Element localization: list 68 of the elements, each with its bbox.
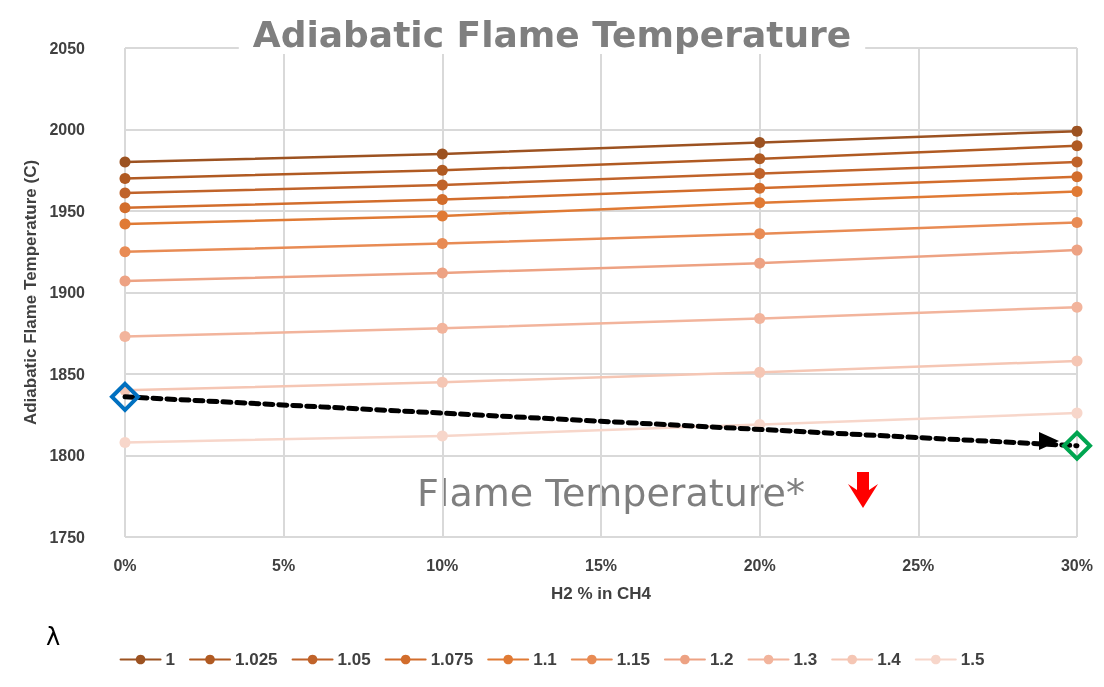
legend-label: 1.1 xyxy=(533,650,557,669)
legend-label: 1.2 xyxy=(709,650,734,669)
point xyxy=(754,137,766,149)
point xyxy=(436,194,448,206)
y-axis-title: Adiabatic Flame Temperature (C) xyxy=(20,159,40,426)
point xyxy=(436,322,448,334)
point xyxy=(754,168,766,180)
point xyxy=(1071,185,1083,197)
legend-label: 1.3 xyxy=(793,650,818,669)
chart-title: Adiabatic Flame Temperature xyxy=(252,13,852,55)
x-tick-label: 30% xyxy=(1060,556,1093,574)
point xyxy=(436,179,448,191)
point xyxy=(119,202,131,214)
point xyxy=(436,148,448,160)
point xyxy=(436,430,448,442)
x-tick-label: 15% xyxy=(584,556,618,574)
legend-label: 1.15 xyxy=(616,650,650,669)
y-tick-label: 1800 xyxy=(49,447,86,464)
legend-label: 1.075 xyxy=(430,650,474,669)
point xyxy=(754,366,766,378)
x-axis-title: H2 % in CH4 xyxy=(550,584,652,603)
legend-label: 1.025 xyxy=(235,650,278,669)
point xyxy=(1071,140,1083,152)
point xyxy=(436,238,448,250)
point xyxy=(1071,171,1083,183)
point xyxy=(119,246,131,258)
point xyxy=(1071,407,1083,419)
point xyxy=(1071,301,1083,313)
point xyxy=(1071,125,1083,137)
y-tick-label: 2050 xyxy=(49,39,86,57)
y-tick-label: 1750 xyxy=(49,528,86,546)
point xyxy=(436,267,448,279)
y-tick-label: 1900 xyxy=(49,284,86,301)
point xyxy=(754,257,766,269)
point xyxy=(119,331,131,343)
legend-label: 1.05 xyxy=(337,650,371,669)
point xyxy=(1071,244,1083,256)
legend-title: λ xyxy=(46,623,61,651)
point xyxy=(1071,355,1083,367)
point xyxy=(436,210,448,222)
y-tick-label: 2000 xyxy=(49,121,86,138)
legend-label: 1 xyxy=(165,650,176,669)
x-tick-label: 0% xyxy=(113,556,137,574)
point xyxy=(119,187,131,199)
y-tick-label: 1950 xyxy=(49,202,86,220)
x-tick-label: 10% xyxy=(426,556,459,574)
point xyxy=(754,228,766,240)
point xyxy=(110,381,140,412)
point xyxy=(1061,430,1092,461)
point xyxy=(436,376,448,388)
point xyxy=(754,153,766,165)
point xyxy=(119,275,131,287)
point xyxy=(119,172,131,184)
point xyxy=(1071,156,1083,168)
point xyxy=(754,313,766,325)
point xyxy=(436,164,448,176)
y-tick-label: 1850 xyxy=(49,365,86,383)
point xyxy=(119,436,131,448)
x-tick-label: 20% xyxy=(743,556,776,574)
point xyxy=(119,156,131,168)
x-tick-label: 5% xyxy=(272,556,296,574)
legend-label: 1.5 xyxy=(960,650,985,669)
point xyxy=(754,182,766,194)
x-tick-label: 25% xyxy=(902,556,935,574)
point xyxy=(1071,216,1083,228)
point xyxy=(119,218,131,230)
point xyxy=(754,197,766,209)
legend-label: 1.4 xyxy=(877,650,902,669)
